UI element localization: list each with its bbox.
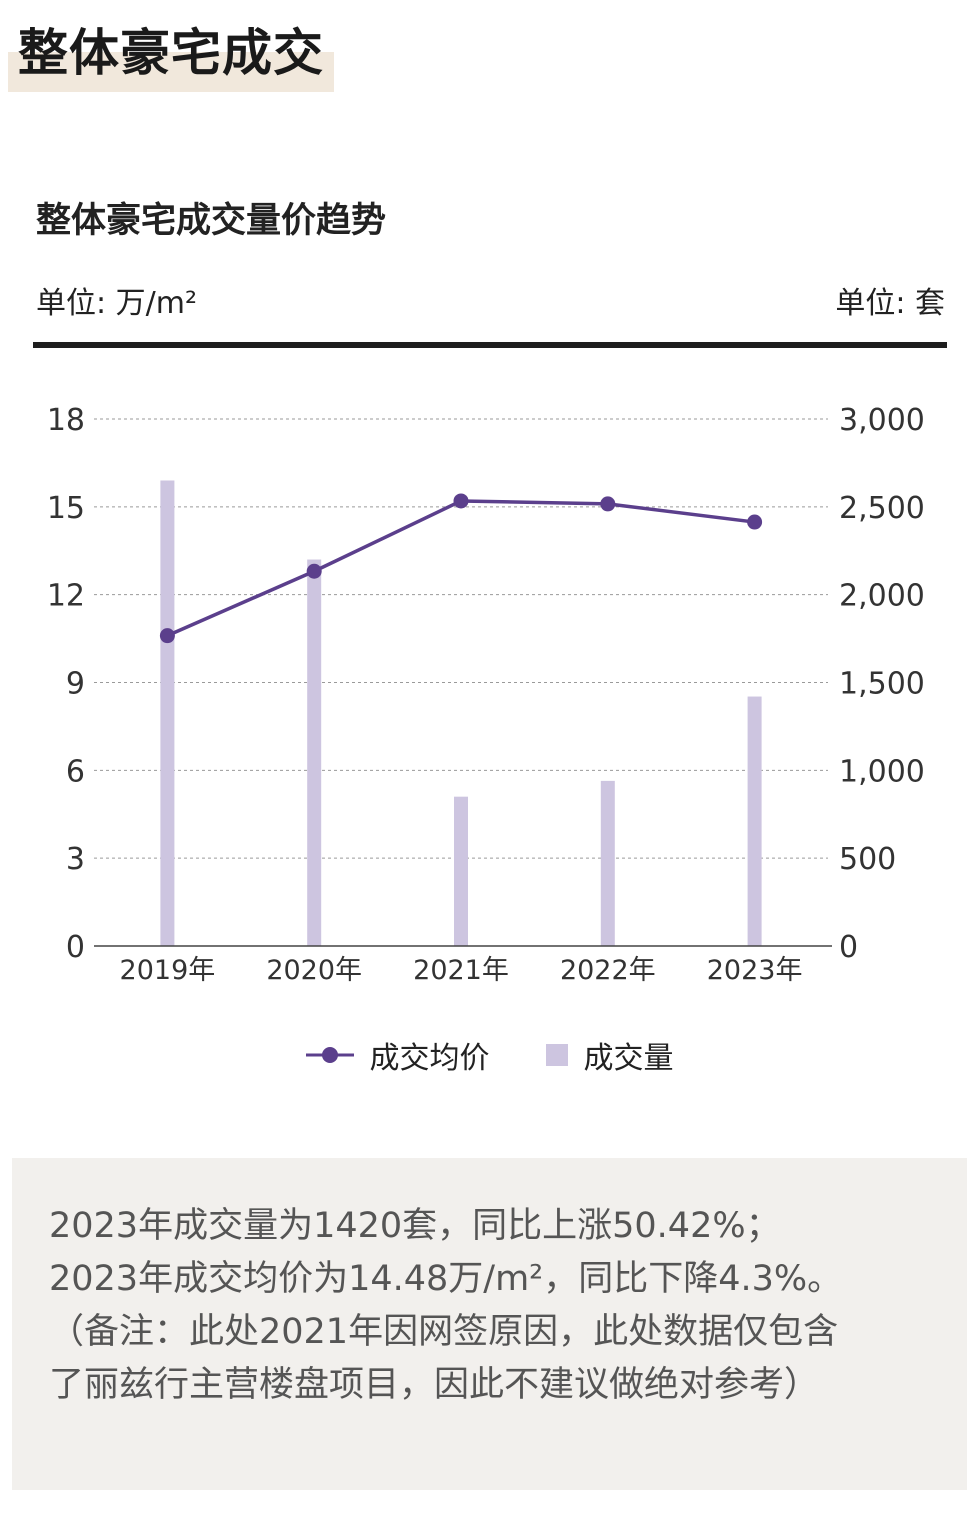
left-axis-unit: 单位: 万/m² <box>36 286 198 321</box>
bar-2022年 <box>600 780 615 946</box>
note-line: （备注：此处2021年因网签原因，此处数据仅包含 <box>49 1312 839 1352</box>
note-line: 2023年成交均价为14.48万/m²，同比下降4.3%。 <box>49 1259 843 1299</box>
legend-label-volume: 成交量 <box>583 1041 674 1076</box>
legend-item-price: 成交均价 <box>305 1033 490 1077</box>
x-tick-label: 2022年 <box>560 955 656 986</box>
bar-2019年 <box>160 480 175 946</box>
price-point-2023年 <box>747 514 763 530</box>
price-point-2021年 <box>453 493 469 509</box>
right-tick-label: 1,000 <box>839 754 925 789</box>
note-line: 了丽兹行主营楼盘项目，因此不建议做绝对参考） <box>49 1365 820 1405</box>
right-tick-label: 1,500 <box>839 667 925 702</box>
right-axis-unit: 单位: 套 <box>835 286 945 321</box>
price-point-2019年 <box>159 628 175 644</box>
right-tick-label: 2,500 <box>839 491 925 526</box>
left-tick-label: 3 <box>66 842 85 877</box>
right-tick-label: 3,000 <box>839 403 925 438</box>
section-title: 整体豪宅成交 <box>18 24 324 82</box>
bar-2021年 <box>454 796 468 946</box>
legend-item-volume: 成交量 <box>545 1033 674 1077</box>
right-tick-label: 0 <box>839 930 858 965</box>
x-tick-label: 2019年 <box>120 955 216 986</box>
x-tick-label: 2023年 <box>707 955 803 986</box>
left-tick-label: 9 <box>66 667 85 702</box>
x-tick-label: 2021年 <box>413 955 509 986</box>
right-tick-label: 500 <box>839 842 896 877</box>
left-tick-label: 6 <box>66 754 85 789</box>
legend-label-price: 成交均价 <box>369 1041 490 1076</box>
bar-2023年 <box>747 696 762 946</box>
left-tick-label: 18 <box>47 403 85 438</box>
right-tick-label: 2,000 <box>839 579 925 614</box>
combo-chart: 0 3 6 9 12 15 18 0 500 1,000 1,500 2,000 2,500 3,000 2… <box>47 403 925 986</box>
line-marker-icon <box>305 1047 354 1063</box>
price-point-2022年 <box>600 496 616 512</box>
chart-title: 整体豪宅成交量价趋势 <box>36 201 387 241</box>
legend: 成交均价 成交量 <box>0 1030 979 1080</box>
left-tick-label: 15 <box>47 491 85 526</box>
note-box: 2023年成交量为1420套，同比上涨50.42%； 2023年成交均价为14.… <box>12 1158 967 1490</box>
x-tick-label: 2020年 <box>266 955 362 986</box>
bar-2020年 <box>307 559 322 946</box>
header-rule <box>33 342 947 348</box>
price-point-2020年 <box>306 563 322 579</box>
bar-square-icon <box>545 1044 568 1066</box>
section-header: 整体豪宅成交 <box>8 22 334 92</box>
note-line: 2023年成交量为1420套，同比上涨50.42%； <box>49 1206 781 1246</box>
price-line <box>166 499 755 638</box>
left-tick-label: 12 <box>47 579 85 614</box>
title-highlight <box>8 52 334 92</box>
left-tick-label: 0 <box>66 930 85 965</box>
